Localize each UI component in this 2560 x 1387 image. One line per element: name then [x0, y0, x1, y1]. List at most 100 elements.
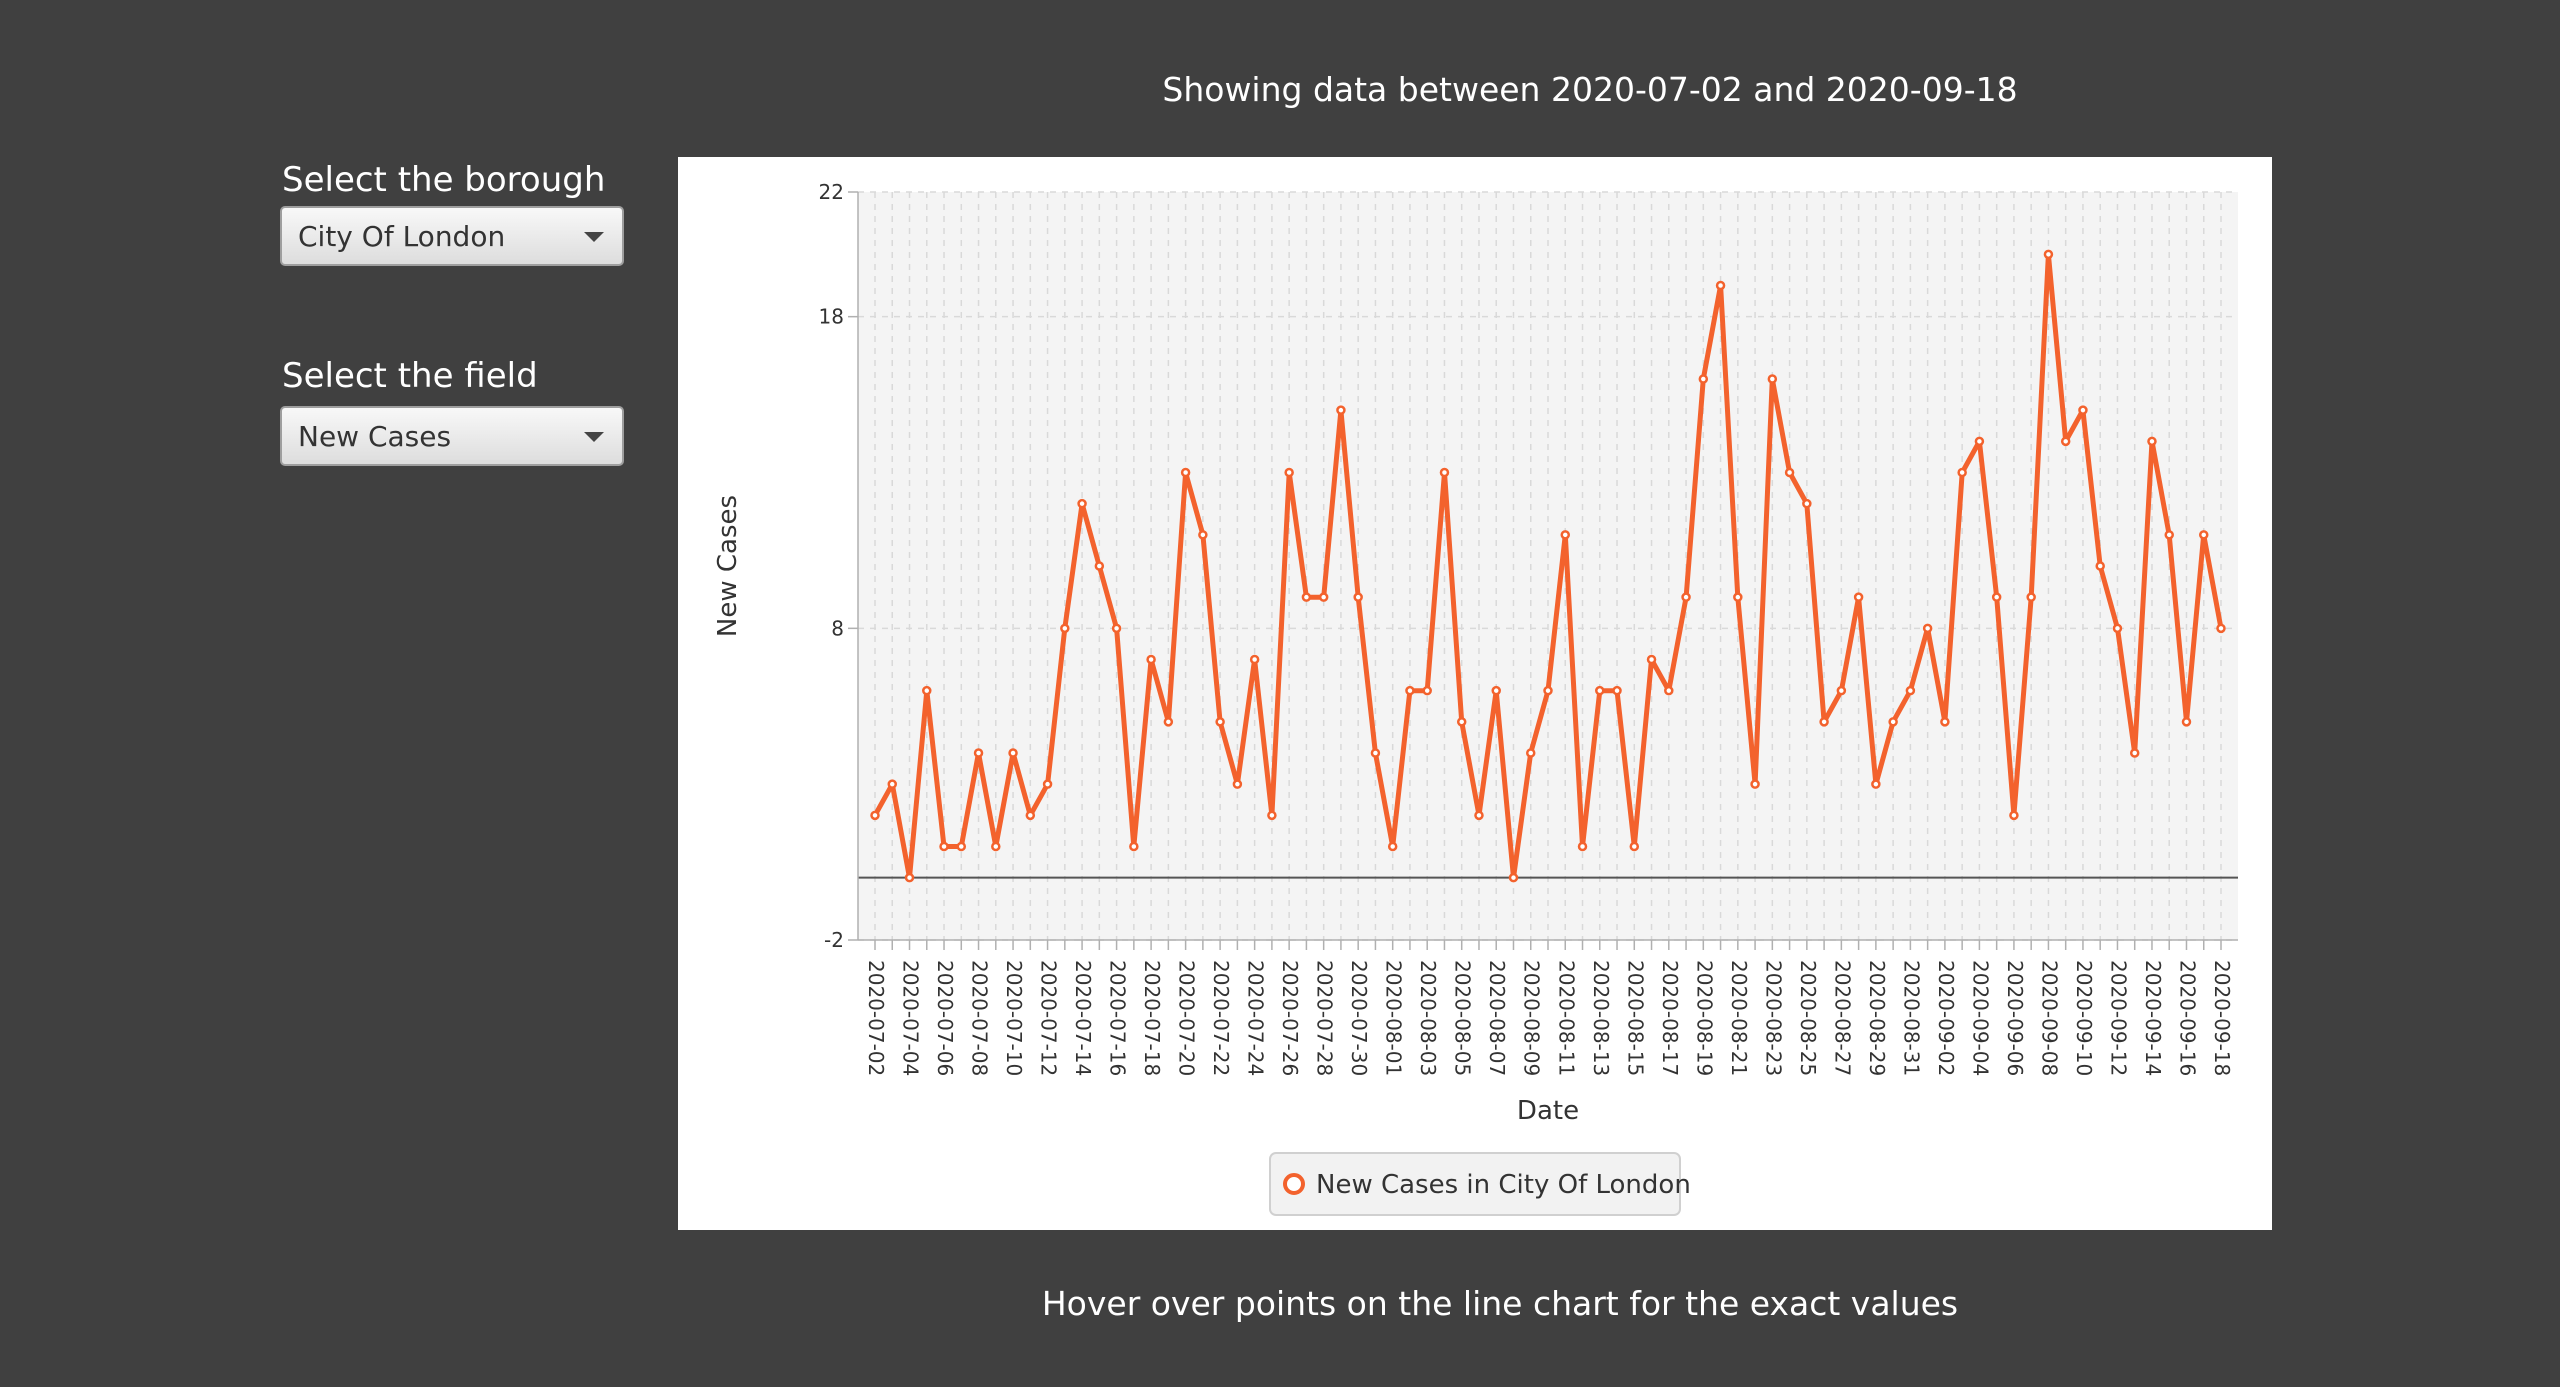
- x-tick-label: 2020-07-10: [1002, 960, 1026, 1076]
- data-point: [1008, 748, 1018, 758]
- x-tick-label: 2020-08-13: [1589, 960, 1613, 1076]
- x-tick-label: 2020-08-11: [1554, 960, 1578, 1076]
- y-axis-title: New Cases: [713, 495, 743, 637]
- x-tick-label: 2020-07-20: [1175, 960, 1199, 1076]
- data-point: [1664, 685, 1674, 696]
- x-tick-label: 2020-07-08: [968, 960, 992, 1076]
- data-point: [939, 841, 949, 852]
- data-point: [1336, 405, 1346, 415]
- data-point: [1698, 374, 1709, 384]
- data-point: [1767, 374, 1778, 384]
- legend-label: New Cases in City Of London: [1316, 1170, 1691, 1200]
- data-point: [1750, 779, 1760, 789]
- data-point: [1560, 530, 1571, 540]
- data-point: [2216, 623, 2226, 634]
- x-tick-label: 2020-09-10: [2072, 960, 2096, 1076]
- hover-hint: Hover over points on the line chart for …: [1041, 1284, 1959, 1323]
- borough-label: Select the borough: [282, 160, 606, 200]
- data-point: [2026, 592, 2036, 602]
- x-tick-label: 2020-07-24: [1244, 960, 1268, 1076]
- data-point: [1888, 717, 1898, 727]
- data-point: [1439, 467, 1450, 478]
- x-axis-title: Date: [1517, 1096, 1579, 1126]
- data-point: [1318, 592, 1329, 602]
- x-tick-label: 2020-07-26: [1278, 960, 1302, 1076]
- x-tick-label: 2020-09-12: [2106, 960, 2130, 1076]
- data-point: [1646, 654, 1657, 665]
- field-select-value: New Cases: [298, 419, 452, 453]
- data-point: [2060, 436, 2071, 447]
- data-point: [2198, 530, 2209, 540]
- data-point: [1784, 467, 1795, 478]
- data-point: [1180, 467, 1191, 478]
- data-point: [973, 748, 984, 758]
- legend-box: [1269, 1152, 1681, 1216]
- data-point: [1905, 685, 1916, 696]
- data-point: [2095, 561, 2105, 571]
- x-tick-label: 2020-09-16: [2175, 960, 2199, 1076]
- x-tick-label: 2020-08-03: [1416, 960, 1440, 1076]
- x-tick-label: 2020-08-27: [1830, 960, 1854, 1076]
- borough-select-value: City Of London: [298, 219, 506, 253]
- data-point: [1991, 592, 2002, 602]
- data-point: [870, 810, 880, 821]
- data-point: [1146, 654, 1156, 665]
- data-point: [1456, 717, 1467, 727]
- x-tick-label: 2020-08-23: [1761, 960, 1785, 1076]
- borough-select[interactable]: City Of London: [280, 206, 624, 266]
- data-point: [2129, 748, 2140, 758]
- data-point: [1284, 467, 1294, 478]
- data-point: [1871, 779, 1881, 789]
- y-tick-label: 8: [831, 616, 844, 640]
- data-point: [1715, 280, 1726, 291]
- data-point: [1163, 717, 1174, 727]
- data-point: [1267, 810, 1277, 821]
- data-point: [1301, 592, 1312, 602]
- field-select[interactable]: New Cases: [280, 406, 624, 466]
- data-point: [1629, 841, 1640, 852]
- data-point: [2164, 530, 2174, 540]
- data-point: [1595, 685, 1605, 696]
- x-tick-label: 2020-07-18: [1140, 960, 1164, 1076]
- data-point: [2147, 436, 2157, 447]
- x-tick-label: 2020-07-04: [899, 960, 923, 1076]
- x-tick-label: 2020-07-14: [1071, 960, 1095, 1076]
- x-tick-label: 2020-08-17: [1658, 960, 1682, 1076]
- data-point: [2043, 249, 2054, 260]
- x-tick-label: 2020-09-04: [1968, 960, 1992, 1076]
- x-tick-label: 2020-09-18: [2210, 960, 2234, 1076]
- legend-marker-icon: [1283, 1173, 1305, 1195]
- data-point: [1974, 436, 1985, 447]
- x-tick-label: 2020-08-21: [1727, 960, 1751, 1076]
- data-point: [1612, 685, 1622, 696]
- x-tick-label: 2020-09-06: [2003, 960, 2027, 1076]
- data-point: [1025, 810, 1036, 821]
- x-tick-label: 2020-07-22: [1209, 960, 1233, 1076]
- x-tick-label: 2020-07-12: [1037, 960, 1061, 1076]
- y-tick-label: 22: [819, 180, 844, 204]
- x-tick-label: 2020-08-01: [1382, 960, 1406, 1076]
- x-tick-label: 2020-07-02: [864, 960, 888, 1076]
- x-tick-label: 2020-08-07: [1485, 960, 1509, 1076]
- data-point: [1543, 685, 1553, 696]
- field-label: Select the field: [282, 356, 538, 396]
- data-point: [1474, 810, 1484, 821]
- data-point: [1819, 717, 1829, 727]
- x-tick-label: 2020-07-28: [1313, 960, 1337, 1076]
- data-point: [1077, 498, 1087, 509]
- x-tick-label: 2020-08-09: [1520, 960, 1544, 1076]
- x-tick-label: 2020-08-19: [1692, 960, 1716, 1076]
- data-point: [1042, 779, 1053, 789]
- data-point: [1836, 685, 1847, 696]
- data-point: [1957, 467, 1967, 478]
- data-point: [1353, 592, 1363, 602]
- data-point: [1249, 654, 1260, 665]
- data-point: [991, 841, 1001, 852]
- date-range-title: Showing data between 2020-07-02 and 2020…: [1162, 70, 2018, 109]
- data-point: [1508, 872, 1519, 883]
- x-tick-label: 2020-08-15: [1623, 960, 1647, 1076]
- data-point: [956, 841, 967, 852]
- x-tick-label: 2020-08-31: [1899, 960, 1923, 1076]
- data-point: [1733, 592, 1743, 602]
- data-point: [2181, 717, 2192, 727]
